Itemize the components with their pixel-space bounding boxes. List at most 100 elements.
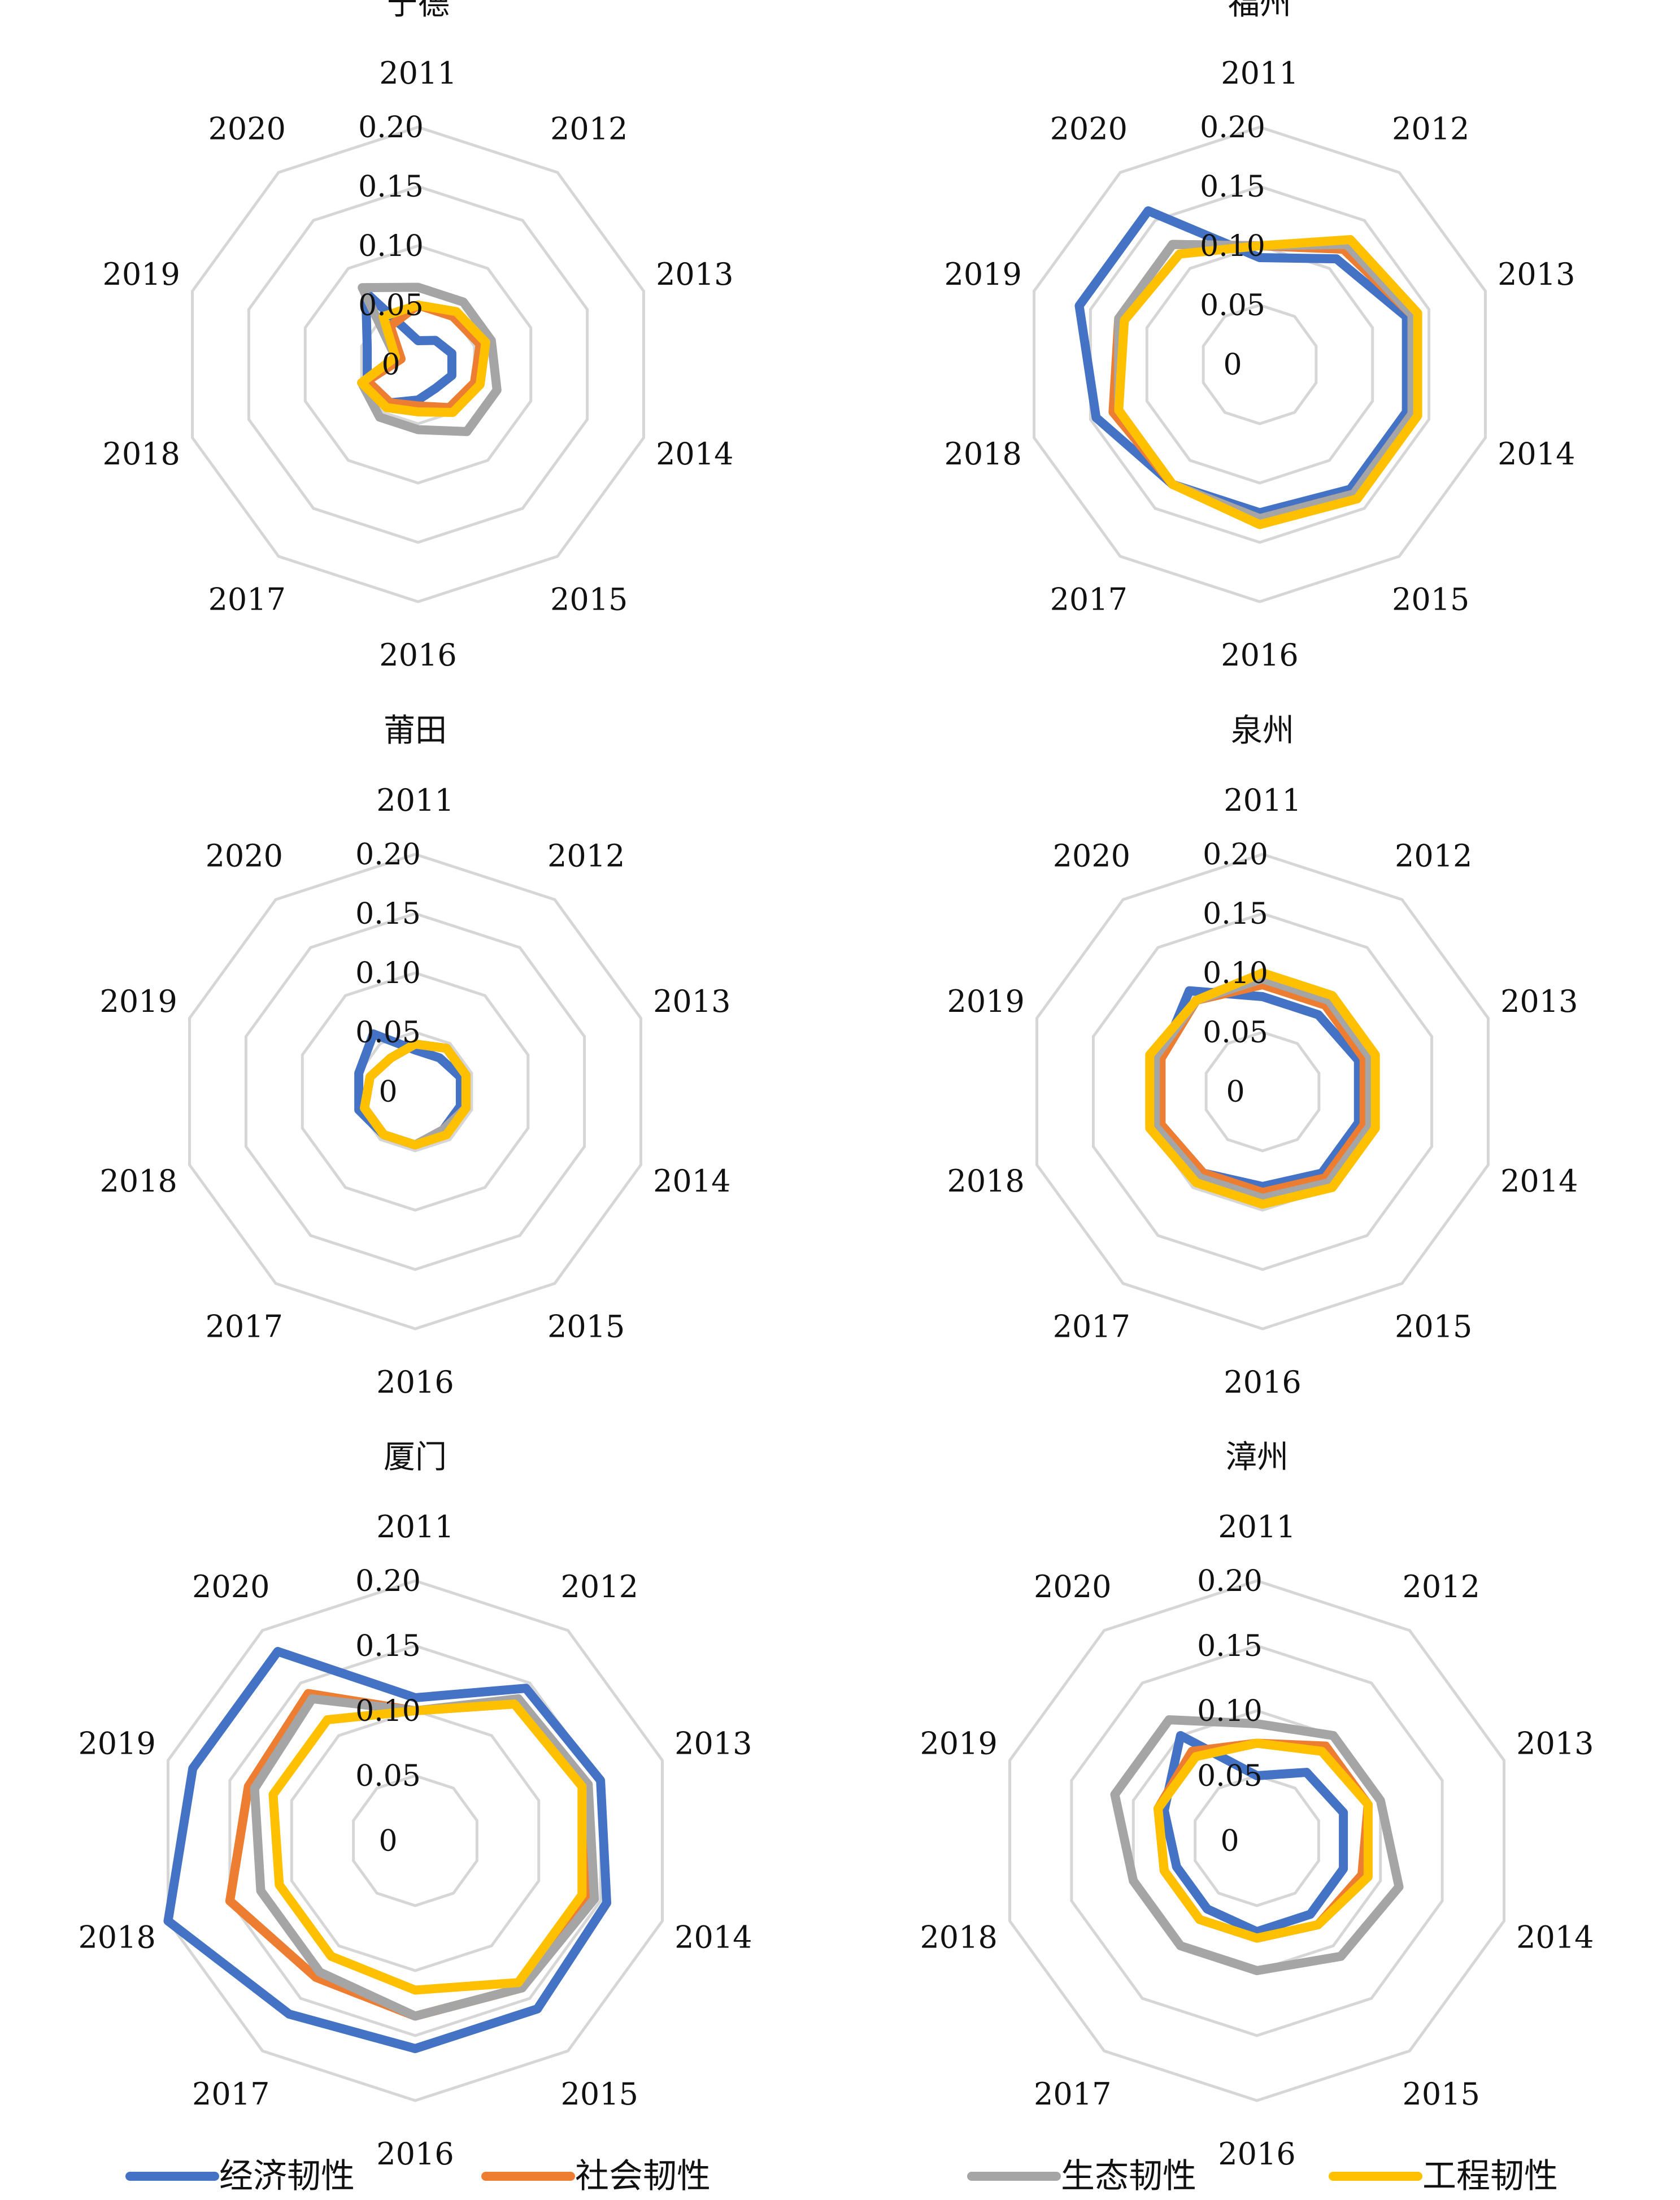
radial-tick-label: 0 bbox=[1220, 1824, 1239, 1858]
grid-ring-2 bbox=[303, 244, 533, 485]
grid-ring-1 bbox=[352, 1774, 478, 1907]
category-label: 2020 bbox=[1050, 111, 1128, 146]
series-line-3 bbox=[1110, 1715, 1404, 1975]
grid-ring-3 bbox=[244, 912, 586, 1271]
series-line-1 bbox=[1074, 206, 1411, 518]
category-label: 2018 bbox=[944, 436, 1021, 472]
category-label: 2011 bbox=[1224, 782, 1301, 818]
category-label: 2018 bbox=[78, 1920, 155, 1955]
category-label: 2018 bbox=[99, 1163, 177, 1199]
grid-ring-4 bbox=[188, 853, 642, 1331]
radial-tick-label: 0 bbox=[378, 1824, 397, 1858]
category-label: 2012 bbox=[1403, 1569, 1480, 1605]
category-label: 2013 bbox=[674, 1725, 752, 1761]
chart-title: 莆田 bbox=[384, 712, 447, 749]
series-line-4 bbox=[1154, 1738, 1373, 1943]
category-label: 2016 bbox=[1218, 2136, 1295, 2172]
radial-tick-label: 0.05 bbox=[358, 289, 424, 323]
category-label: 2020 bbox=[208, 111, 286, 146]
series-line-3 bbox=[1114, 240, 1417, 523]
grid-ring-4 bbox=[1008, 1579, 1505, 2102]
category-label: 2016 bbox=[376, 2136, 454, 2172]
legend-item-3: 生态韧性 bbox=[967, 2156, 1196, 2196]
category-label: 2019 bbox=[920, 1725, 997, 1761]
chart-title: 泉州 bbox=[1231, 712, 1294, 749]
category-label: 2017 bbox=[1034, 2076, 1111, 2112]
legend-label: 生态韧性 bbox=[1061, 2156, 1196, 2196]
category-label: 2020 bbox=[192, 1569, 269, 1605]
legend-label: 工程韧性 bbox=[1422, 2156, 1558, 2196]
grid-ring-4 bbox=[167, 1579, 664, 2102]
series-line-4 bbox=[268, 1699, 587, 1995]
category-label: 2018 bbox=[920, 1920, 997, 1955]
radial-tick-label: 0.20 bbox=[355, 838, 421, 872]
category-label: 2014 bbox=[1498, 436, 1575, 472]
category-label: 2018 bbox=[102, 436, 180, 472]
radial-tick-label: 0.10 bbox=[355, 1694, 421, 1728]
radial-tick-label: 0 bbox=[381, 348, 400, 382]
grid-ring-1 bbox=[1194, 1774, 1320, 1907]
series-line-4 bbox=[1114, 235, 1422, 529]
category-label: 2011 bbox=[1218, 1509, 1295, 1545]
grid-ring-3 bbox=[1091, 912, 1434, 1271]
series-line-3 bbox=[250, 1694, 599, 2021]
category-label: 2020 bbox=[1053, 838, 1130, 873]
radar-chart-4: 0 0.05 0.10 0.15 0.20 2011 2012 2013 2014 2015 201… bbox=[947, 712, 1578, 1400]
category-label: 2012 bbox=[1392, 111, 1469, 146]
radial-tick-label: 0.15 bbox=[358, 170, 424, 204]
series-line-4 bbox=[1145, 968, 1380, 1209]
category-label: 2017 bbox=[192, 2076, 269, 2112]
radial-tick-label: 0.05 bbox=[1200, 289, 1265, 323]
category-label: 2016 bbox=[376, 1364, 454, 1400]
chart-title: 宁德 bbox=[386, 0, 450, 22]
legend-label: 经济韧性 bbox=[219, 2156, 355, 2196]
grid-ring-4 bbox=[191, 125, 645, 603]
legend-item-1: 经济韧性 bbox=[125, 2156, 355, 2196]
category-label: 2013 bbox=[1498, 256, 1575, 292]
category-label: 2020 bbox=[206, 838, 283, 873]
radial-tick-label: 0.10 bbox=[1197, 1694, 1263, 1728]
grid-ring-4 bbox=[1033, 125, 1487, 603]
radar-chart-6: 0 0.05 0.10 0.15 0.20 2011 2012 2013 2014 2015 201… bbox=[920, 1439, 1594, 2172]
radial-tick-label: 0.15 bbox=[355, 897, 421, 931]
grid-ring-2 bbox=[301, 971, 530, 1212]
radial-tick-label: 0.10 bbox=[358, 229, 424, 263]
radar-chart-2: 0 0.05 0.10 0.15 0.20 2011 2012 2013 2014 2015 201… bbox=[944, 0, 1575, 673]
radar-chart-1: 0 0.05 0.10 0.15 0.20 2011 2012 2013 2014 2015 201… bbox=[102, 0, 733, 673]
category-label: 2014 bbox=[674, 1920, 752, 1955]
category-label: 2013 bbox=[653, 984, 730, 1019]
category-label: 2017 bbox=[1050, 582, 1128, 618]
category-label: 2011 bbox=[376, 1509, 454, 1545]
grid-ring-3 bbox=[1070, 1644, 1444, 2037]
category-label: 2013 bbox=[1516, 1725, 1594, 1761]
radial-tick-label: 0.05 bbox=[355, 1016, 421, 1050]
category-label: 2012 bbox=[1395, 838, 1472, 873]
series-line-1 bbox=[361, 288, 456, 407]
radial-tick-label: 0.05 bbox=[1203, 1016, 1268, 1050]
series-line-4 bbox=[360, 1040, 471, 1150]
radial-tick-label: 0.20 bbox=[358, 111, 424, 145]
category-label: 2015 bbox=[561, 2076, 638, 2112]
category-label: 2015 bbox=[1403, 2076, 1480, 2112]
category-label: 2019 bbox=[944, 256, 1021, 292]
category-label: 2014 bbox=[653, 1163, 730, 1199]
radar-chart-5: 0 0.05 0.10 0.15 0.20 2011 2012 2013 2014 2015 201… bbox=[78, 1439, 752, 2172]
radial-tick-label: 0 bbox=[1223, 348, 1242, 382]
radar-chart-3: 0 0.05 0.10 0.15 0.20 2011 2012 2013 2014 2015 201… bbox=[99, 712, 730, 1400]
category-label: 2012 bbox=[550, 111, 628, 146]
category-label: 2014 bbox=[1500, 1163, 1578, 1199]
category-label: 2016 bbox=[1224, 1364, 1301, 1400]
radial-tick-label: 0.20 bbox=[1200, 111, 1265, 145]
category-label: 2013 bbox=[656, 256, 733, 292]
grid-ring-1 bbox=[1204, 1031, 1321, 1153]
radial-tick-label: 0.20 bbox=[1197, 1564, 1263, 1598]
series-line-1 bbox=[163, 1647, 612, 2053]
category-label: 2017 bbox=[1053, 1309, 1130, 1345]
category-label: 2017 bbox=[208, 582, 286, 618]
category-label: 2016 bbox=[1221, 637, 1298, 673]
radial-tick-label: 0.15 bbox=[1203, 897, 1268, 931]
category-label: 2018 bbox=[947, 1163, 1024, 1199]
category-label: 2014 bbox=[656, 436, 733, 472]
series-line-2 bbox=[363, 301, 485, 412]
